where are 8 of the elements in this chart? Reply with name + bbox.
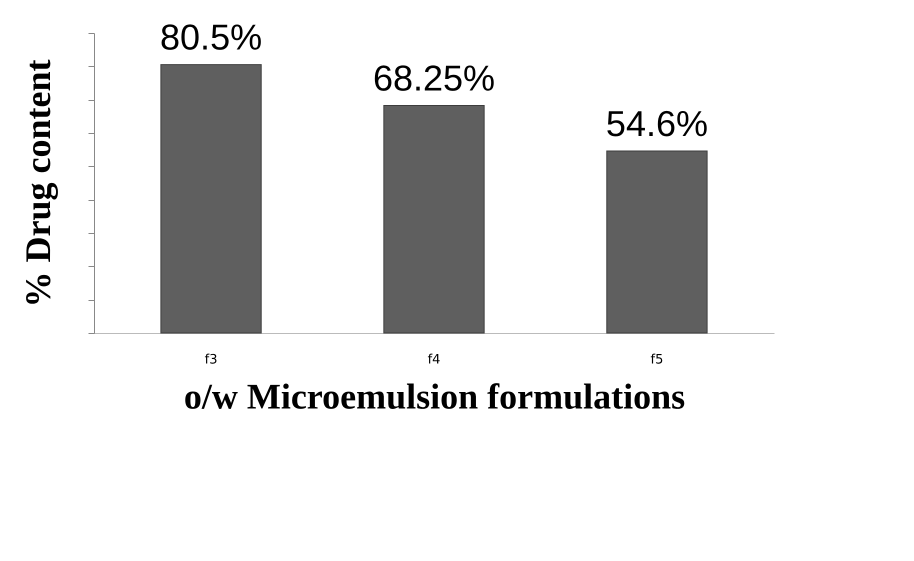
- data-label: 54.6%: [606, 103, 708, 144]
- x-axis-title: o/w Microemulsion formulations: [184, 376, 686, 416]
- data-label: 68.25%: [372, 58, 496, 98]
- x-tick-label: f4: [428, 352, 440, 368]
- x-tick-label: f5: [650, 352, 664, 368]
- y-axis-title: % Drug content: [18, 60, 58, 308]
- x-tick-label: f3: [204, 352, 218, 368]
- data-label: 80.5%: [160, 16, 262, 58]
